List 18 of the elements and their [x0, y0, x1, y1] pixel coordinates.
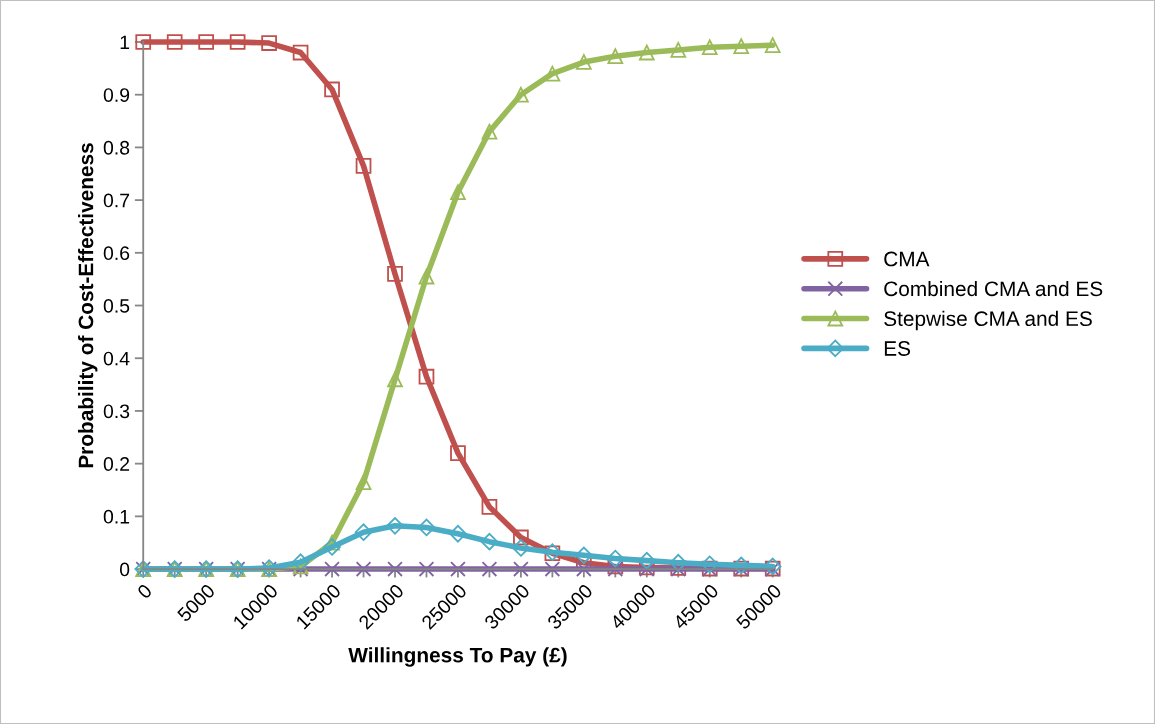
- y-tick-label: 0.5: [103, 299, 130, 313]
- y-axis-title: Probability of Cost-Effectiveness: [78, 143, 98, 468]
- legend-label: ES: [884, 341, 911, 356]
- legend-label: CMA: [884, 251, 930, 267]
- y-tick-label: 0.2: [103, 457, 130, 471]
- y-tick-label: 0.7: [103, 193, 130, 208]
- y-tick-label: 0.9: [103, 88, 130, 102]
- y-tick-label: 0.1: [103, 509, 130, 524]
- y-tick-label: 0: [119, 562, 130, 577]
- legend-label: Combined CMA and ES: [884, 280, 1103, 297]
- x-tick-label: 0: [136, 583, 153, 600]
- y-tick-label: 0.4: [103, 351, 130, 366]
- y-tick-label: 0.6: [103, 246, 130, 261]
- x-axis-title: Willingness To Pay (£): [348, 647, 567, 667]
- y-tick-label: 0.3: [103, 404, 130, 419]
- y-tick-label: 0.8: [103, 140, 130, 155]
- y-tick-label: 1: [120, 35, 130, 50]
- legend-label: Stepwise CMA and ES: [884, 310, 1092, 331]
